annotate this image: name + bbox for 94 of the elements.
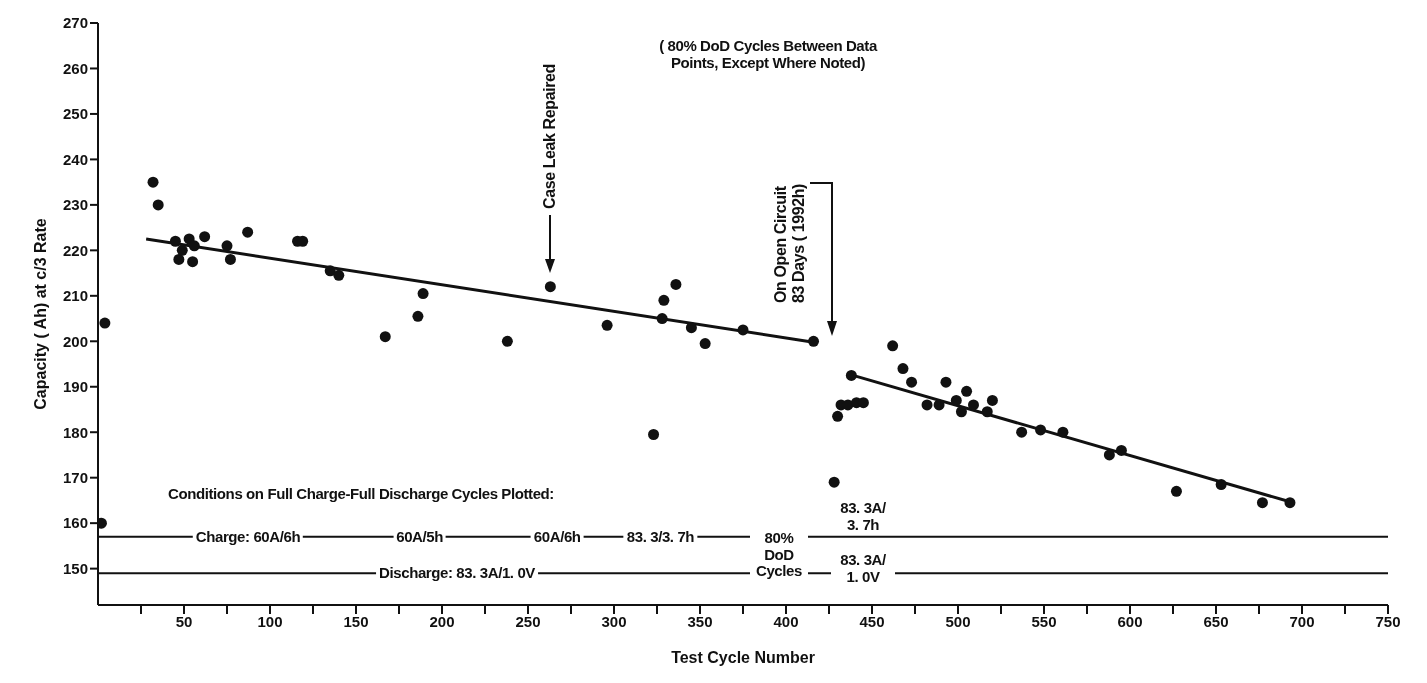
- point: [99, 317, 111, 329]
- point: [808, 335, 820, 347]
- point: [986, 394, 998, 406]
- y-tick-label: 200: [62, 332, 88, 350]
- annotation: On Open Circuit 83 Days ( 1992h): [772, 183, 808, 303]
- y-tick-label: 190: [62, 378, 88, 396]
- point: [828, 476, 840, 488]
- annotation: 60A/5h: [393, 527, 447, 546]
- point: [169, 235, 181, 247]
- annotation: ( 80% DoD Cycles Between Data Points, Except Where Noted): [658, 37, 879, 71]
- point: [981, 406, 993, 418]
- point: [1284, 497, 1296, 509]
- point: [379, 331, 391, 343]
- point: [544, 281, 556, 293]
- y-tick-label: 250: [62, 105, 88, 123]
- point: [940, 376, 952, 388]
- y-axis-title: Capacity ( Ah) at c/3 Rate: [31, 218, 49, 410]
- point: [242, 226, 254, 238]
- point: [412, 310, 424, 322]
- point: [967, 399, 979, 411]
- point: [187, 256, 199, 268]
- point: [906, 376, 918, 388]
- point: [176, 244, 188, 256]
- x-axis-title: Test Cycle Number: [671, 649, 815, 666]
- point: [1215, 479, 1227, 491]
- y-tick-label: 210: [62, 287, 88, 305]
- point: [147, 176, 159, 188]
- point: [1170, 485, 1182, 497]
- point: [199, 231, 211, 243]
- point: [152, 199, 164, 211]
- y-tick-label: 240: [62, 150, 88, 168]
- point: [1103, 449, 1115, 461]
- point: [658, 294, 670, 306]
- point: [1256, 497, 1268, 509]
- point: [955, 406, 967, 418]
- x-tick-label: 250: [515, 612, 541, 630]
- x-tick-label: 650: [1203, 612, 1229, 630]
- point: [333, 269, 345, 281]
- x-tick-label: 550: [1031, 612, 1057, 630]
- x-tick-label: 750: [1375, 612, 1401, 630]
- point: [173, 253, 185, 265]
- annotation: 60A/6h: [530, 527, 584, 546]
- point: [1016, 426, 1028, 438]
- point: [501, 335, 513, 347]
- x-tick-label: 500: [945, 612, 971, 630]
- point: [601, 319, 613, 331]
- point: [897, 363, 909, 375]
- point: [921, 399, 933, 411]
- x-tick-label: 50: [175, 612, 193, 630]
- y-tick-label: 270: [62, 14, 88, 32]
- y-tick-label: 150: [62, 559, 88, 577]
- point: [224, 253, 236, 265]
- annotation: 80% DoD Cycles: [750, 529, 808, 580]
- x-tick-label: 300: [601, 612, 627, 630]
- annotation: Case Leak Repaired: [541, 64, 559, 209]
- x-tick-label: 400: [773, 612, 799, 630]
- y-tick-label: 220: [62, 241, 88, 259]
- point: [656, 313, 668, 325]
- y-tick-label: 230: [62, 196, 88, 214]
- point: [887, 340, 899, 352]
- point: [933, 399, 945, 411]
- x-tick-label: 200: [429, 612, 455, 630]
- point: [221, 240, 233, 252]
- point: [737, 324, 749, 336]
- point: [950, 394, 962, 406]
- point: [685, 322, 697, 334]
- point: [324, 265, 336, 277]
- point: [832, 410, 844, 422]
- annotation: Charge: 60A/6h: [192, 527, 304, 546]
- y-tick-label: 180: [62, 423, 88, 441]
- y-tick-label: 170: [62, 469, 88, 487]
- x-tick-label: 350: [687, 612, 713, 630]
- x-tick-label: 600: [1117, 612, 1143, 630]
- x-tick-label: 100: [257, 612, 283, 630]
- y-tick-label: 260: [62, 59, 88, 77]
- point: [699, 338, 711, 350]
- annotation: 83. 3/3. 7h: [623, 527, 698, 546]
- x-tick-label: 450: [859, 612, 885, 630]
- point: [1057, 426, 1069, 438]
- x-tick-label: 700: [1289, 612, 1315, 630]
- point: [1035, 424, 1047, 436]
- y-tick-label: 160: [62, 514, 88, 532]
- point: [845, 369, 857, 381]
- point: [188, 240, 200, 252]
- point: [961, 385, 973, 397]
- annotation: Discharge: 83. 3A/1. 0V: [376, 563, 538, 582]
- x-tick-label: 150: [343, 612, 369, 630]
- point: [648, 428, 660, 440]
- point: [417, 288, 429, 300]
- point: [670, 278, 682, 290]
- annotation: 83. 3A/ 3. 7h: [831, 498, 895, 533]
- annotation: Conditions on Full Charge-Full Discharge Cycles Plotted:: [168, 485, 554, 502]
- annotation: 83. 3A/ 1. 0V: [831, 550, 895, 585]
- point: [1115, 444, 1127, 456]
